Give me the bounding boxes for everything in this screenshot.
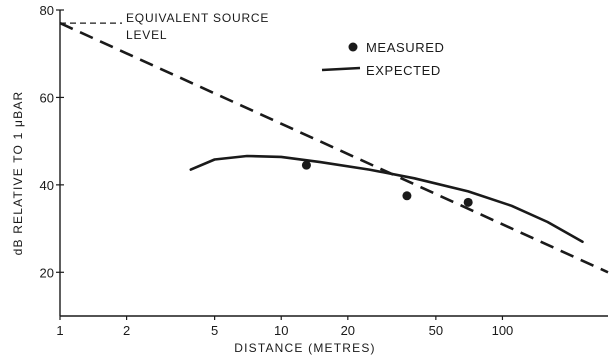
x-tick-label: 20 xyxy=(341,323,355,338)
x-tick-label: 2 xyxy=(123,323,130,338)
x-tick-label: 100 xyxy=(492,323,514,338)
measured-point xyxy=(301,160,311,170)
series xyxy=(59,21,609,274)
equivalent-source-dashed-line xyxy=(59,21,609,274)
x-tick-label: 1 xyxy=(56,323,63,338)
expected-curve xyxy=(189,154,584,243)
y-tick-label: 80 xyxy=(40,3,54,18)
annotation-label-line1: EQUIVALENT SOURCE xyxy=(126,11,269,25)
x-tick-label: 10 xyxy=(274,323,288,338)
y-tick-label: 20 xyxy=(40,265,54,280)
x-tick-label: 50 xyxy=(429,323,443,338)
legend: MEASURED EXPECTED xyxy=(321,40,444,78)
axes xyxy=(59,10,608,317)
y-tick-label: 40 xyxy=(40,178,54,193)
y-axis-label: dB RELATIVE TO 1 μBAR xyxy=(11,91,25,256)
ticks: 20 40 60 80 1 2 5 10 20 50 100 xyxy=(40,3,514,338)
x-tick-label: 5 xyxy=(211,323,218,338)
legend-label-expected: EXPECTED xyxy=(366,63,441,78)
annotation-label-line2: LEVEL xyxy=(126,28,167,42)
measured-point xyxy=(463,197,473,207)
equivalent-source-annotation: EQUIVALENT SOURCE LEVEL xyxy=(60,11,269,42)
legend-line-expected xyxy=(321,66,361,72)
x-axis-label: DISTANCE (METRES) xyxy=(234,341,376,355)
legend-label-measured: MEASURED xyxy=(366,40,444,55)
y-tick-label: 60 xyxy=(40,90,54,105)
measured-point xyxy=(402,191,412,201)
legend-marker-measured xyxy=(348,42,358,52)
